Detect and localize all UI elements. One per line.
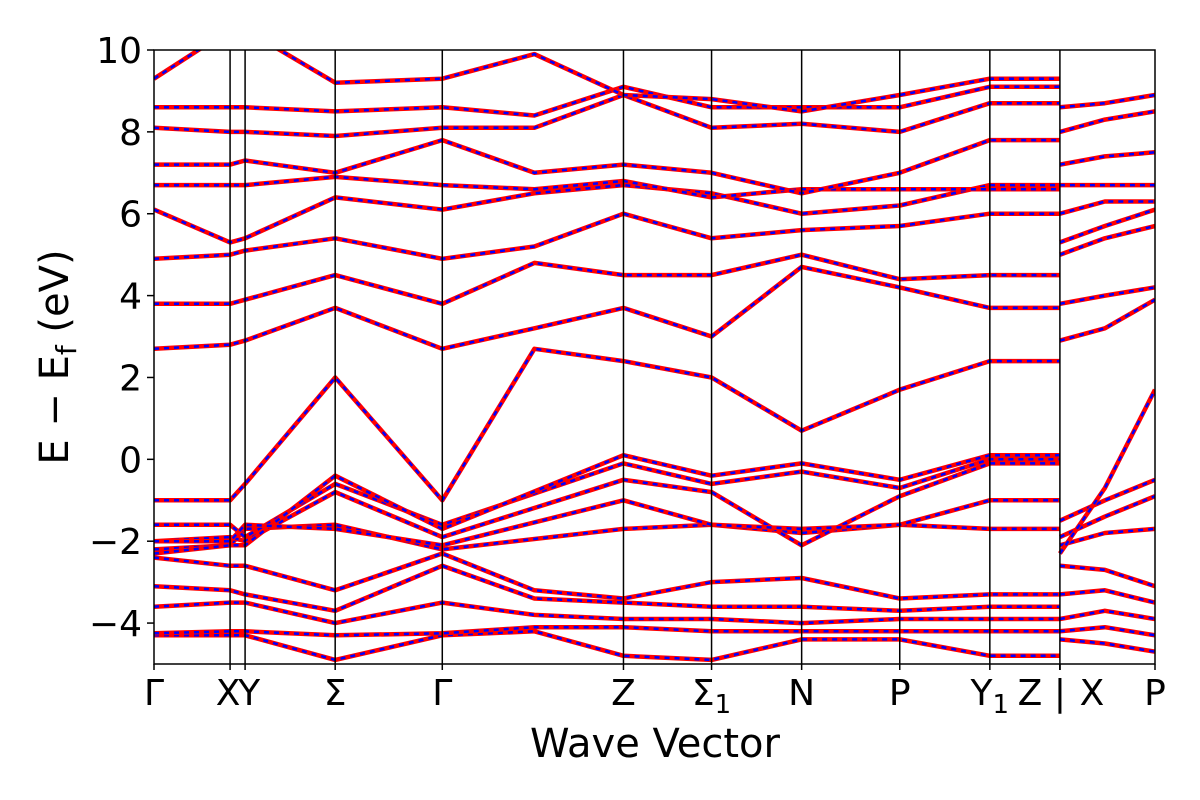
band-line-dashed-15 [154, 175, 1060, 199]
band-line-22 [1059, 608, 1155, 622]
x-tick-label: Y1 [970, 673, 1010, 720]
x-tick-label: X [216, 673, 241, 714]
band-line-dashed-19 [154, 50, 1060, 113]
y-tick-label: 10 [96, 31, 142, 72]
band-line-dashed-9 [154, 499, 1060, 547]
band-line-29 [1059, 297, 1155, 343]
x-tick-label: P [889, 673, 911, 714]
y-tick-label: 8 [119, 113, 142, 154]
band-line-dashed-17 [154, 93, 1060, 138]
band-line-2 [154, 600, 1060, 626]
x-tick-label: Z [611, 673, 636, 714]
band-line-dashed-11 [154, 265, 1060, 351]
x-axis: Γ XY Σ Γ Z Σ1 N P Y1 Z | X P [144, 664, 1166, 720]
x-tick-label: Y [237, 673, 261, 714]
y-tick-label: 6 [119, 195, 142, 236]
band-line-24 [1059, 563, 1155, 589]
x-tick-label: | [1054, 673, 1066, 714]
x-tick-label: X [1080, 673, 1105, 714]
band-line-dashed-4 [154, 552, 1060, 600]
band-line-dashed-2 [154, 601, 1060, 625]
band-line-dashed-25 [1059, 527, 1155, 547]
band-line-dashed-14 [154, 183, 1060, 244]
y-tick-label: −2 [89, 522, 142, 563]
band-line-dashed-32 [1059, 208, 1155, 244]
x-tick-label: Γ [144, 673, 164, 714]
y-tick-label: 4 [119, 277, 142, 318]
x-axis-label: Wave Vector [530, 721, 781, 767]
x-tick-label: N [788, 673, 815, 714]
band-line-30 [1059, 285, 1155, 307]
y-tick-label: 2 [119, 358, 142, 399]
band-line-dashed-24 [1059, 564, 1155, 588]
band-lines [154, 50, 1155, 663]
y-tick-label: 0 [119, 440, 142, 481]
band-line-dashed-36 [1059, 110, 1155, 134]
x-tick-label: Σ1 [692, 673, 731, 720]
y-tick-label: −4 [89, 604, 142, 645]
band-line-dashed-13 [154, 212, 1060, 261]
x-tick-label: Γ [432, 673, 452, 714]
x-tick-label: Z [1018, 673, 1043, 714]
band-line-16 [154, 137, 1060, 196]
band-line-14 [154, 182, 1060, 245]
band-line-dashed-31 [1059, 224, 1155, 256]
band-line-4 [154, 551, 1060, 601]
band-line-23 [1059, 588, 1155, 605]
band-line-dashed-12 [154, 253, 1060, 306]
band-line-18 [154, 84, 1060, 118]
band-line-dashed-3 [154, 564, 1060, 613]
band-line-dashed-1 [154, 625, 1060, 637]
band-line-10 [154, 346, 1060, 503]
band-line-dashed-33 [1059, 200, 1155, 215]
band-line-21 [1059, 624, 1155, 638]
band-line-20 [1059, 637, 1155, 654]
x-tick-label: Σ [324, 673, 347, 714]
band-line-0 [154, 629, 1060, 663]
band-line-dashed-10 [154, 347, 1060, 503]
band-line-9 [154, 498, 1060, 548]
band-line-37 [1059, 92, 1155, 110]
x-tick-label: P [1144, 673, 1166, 714]
band-line-3 [154, 563, 1060, 614]
band-line-dashed-28 [1058, 389, 1155, 555]
band-line-33 [1059, 199, 1155, 216]
y-axis-label: E − Ef (eV) [32, 249, 83, 464]
band-line-dashed-0 [154, 630, 1060, 662]
high-symmetry-lines [229, 50, 1061, 664]
band-line-27 [1058, 477, 1155, 523]
plot-frame [153, 49, 1156, 665]
y-axis: −4 −2 0 2 4 6 8 10 [89, 31, 154, 645]
band-line-35 [1059, 150, 1155, 167]
